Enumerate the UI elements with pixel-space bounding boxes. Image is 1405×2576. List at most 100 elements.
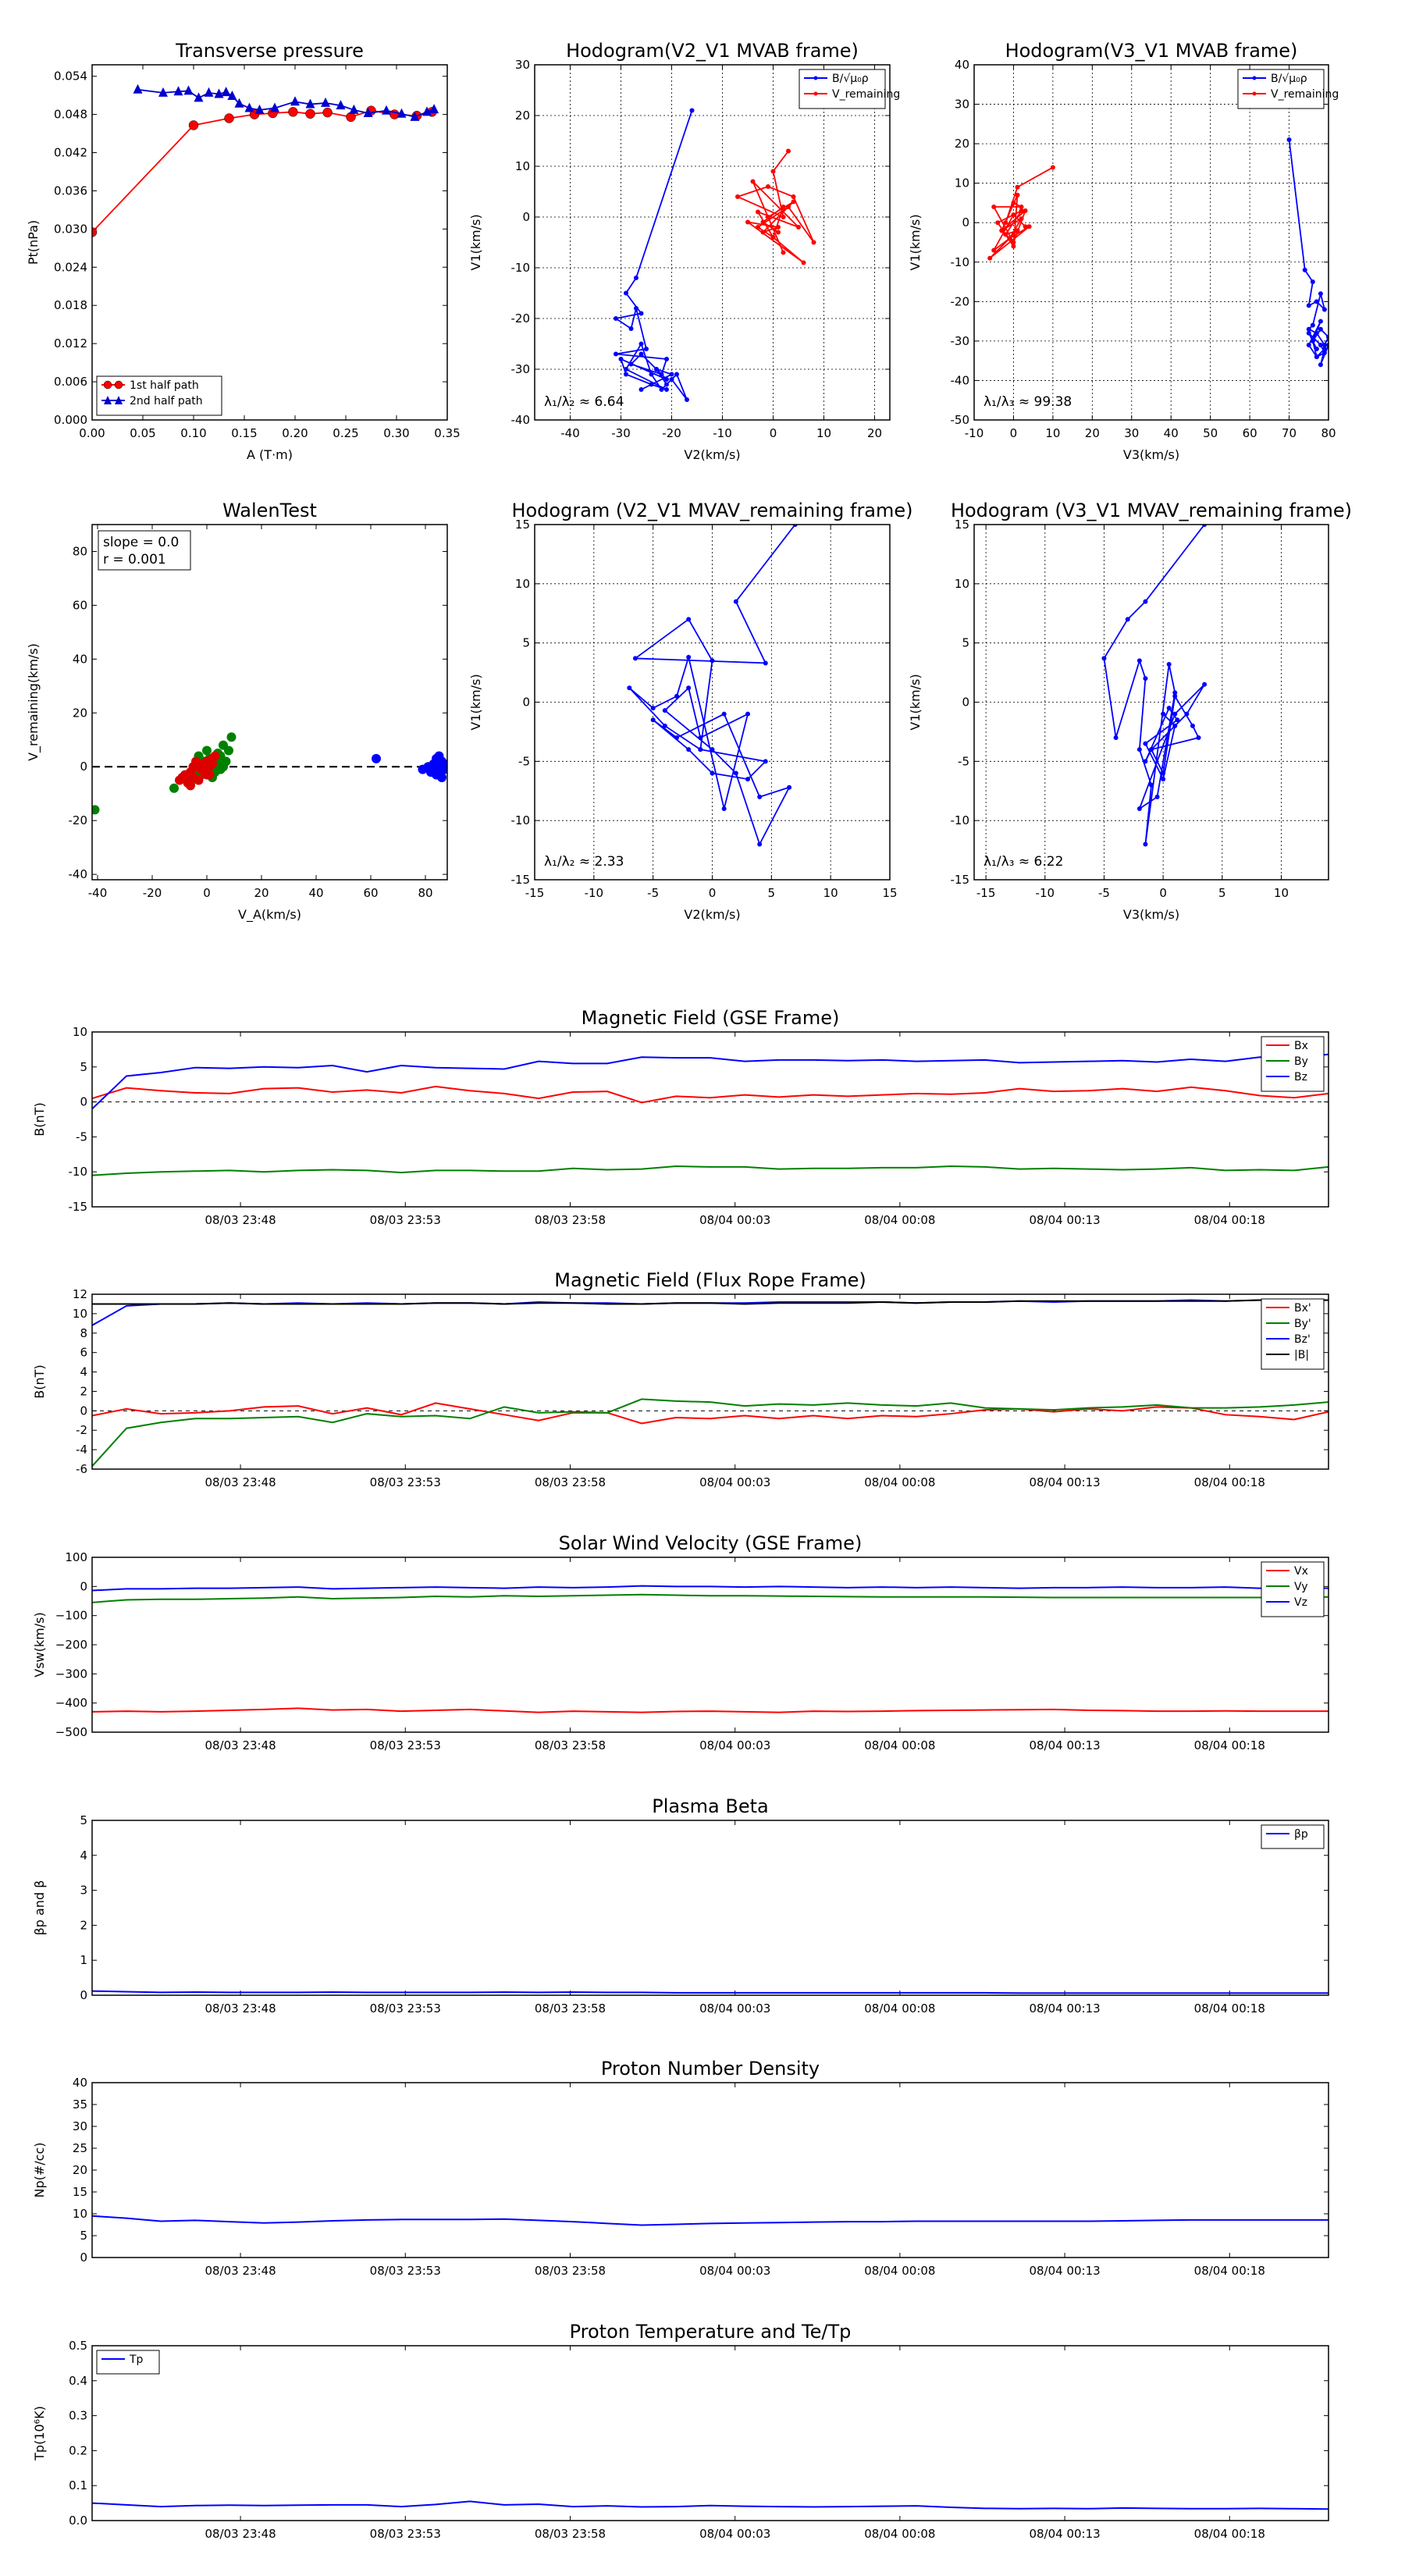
data-point [1318,318,1323,324]
legend-marker [813,91,818,96]
x-tick-label: 08/03 23:48 [205,2001,276,2016]
y-tick-label: 10 [73,2207,87,2221]
x-tick-label: 60 [1243,426,1257,440]
data-point [618,357,624,361]
data-point [439,759,447,769]
data-point [634,306,638,311]
x-tick-label: 08/03 23:53 [370,1213,441,1227]
y-tick-label: 1 [80,1953,87,1967]
x-tick-label: -20 [143,886,162,900]
x-tick-label: 08/03 23:53 [370,2264,441,2278]
series-Vy [92,1593,1329,1603]
data-point [1172,711,1178,717]
data-point [208,759,217,769]
data-point [290,96,300,106]
y-tick-label: 30 [73,2119,87,2133]
data-point [372,753,381,763]
x-tick-label: 10 [1045,426,1060,440]
x-tick-label: 08/04 00:13 [1029,1738,1100,1752]
data-point [204,87,214,97]
data-point [1310,279,1315,285]
x-tick-label: 80 [418,886,432,900]
y-tick-label: 0.0 [69,2514,87,2528]
data-point [750,179,756,184]
data-point [1161,711,1166,717]
data-point [632,656,638,661]
data-point [434,770,444,780]
data-point [999,228,1005,233]
data-point [1306,303,1311,308]
plot-area [92,732,447,815]
legend-label: B/√μ₀ρ [832,73,869,85]
data-point [638,351,644,357]
data-point [1003,220,1008,226]
legend-label: Vy [1294,1581,1308,1593]
data-point [214,88,224,98]
data-point [1310,338,1315,343]
y-tick-label: 0.018 [54,298,87,312]
y-tick-label: 0.1 [69,2478,87,2492]
data-point [1172,690,1178,696]
x-tick-label: 60 [363,886,378,900]
y-tick-label: 0.048 [54,108,87,122]
data-point [1019,208,1024,214]
data-point [757,841,763,847]
y-axis-label: V1(km/s) [908,674,923,730]
y-tick-label: -5 [76,1130,87,1144]
y-tick-label: 0 [80,1404,87,1418]
data-point [422,106,432,116]
y-tick-label: 8 [80,1326,87,1340]
data-point [1113,735,1119,740]
data-point [410,111,420,121]
x-tick-label: -10 [713,426,732,440]
data-point [169,783,179,793]
x-tick-label: 08/03 23:53 [370,2001,441,2016]
x-axis-label: V_A(km/s) [238,907,301,923]
chart-beta: Plasma Beta 0 1 2 3 4 5 08/03 23:48 08/03 23:53 0… [32,1795,1329,2016]
data-point [1175,717,1180,723]
data-point [770,235,776,240]
data-point [1149,782,1154,788]
x-tick-label: 08/04 00:08 [864,2527,935,2541]
x-tick-label: -40 [88,886,108,900]
plot-area [1101,525,1208,847]
series-line [92,1707,1329,1713]
chart-h21: Hodogram(V2_V1 MVAB frame) -40 -30 -20 -10 0 1… [468,40,900,462]
legend-marker [114,380,123,390]
data-point [781,205,786,209]
data-point [1050,165,1055,170]
data-point [686,617,692,622]
legend-label: By [1294,1055,1308,1068]
x-tick-label: 0.05 [130,426,155,440]
y-tick-label: 0.4 [69,2374,87,2388]
data-point [1314,347,1319,351]
data-point [221,756,231,767]
y-tick-label: 5 [80,1813,87,1827]
eigenvalue-ratio: λ₁/λ₂ ≈ 6.64 [544,394,624,410]
series-line [735,150,815,264]
x-tick-label: 08/04 00:18 [1194,2001,1265,2016]
data-point [624,290,628,296]
data-point [219,740,228,750]
legend-marker [115,396,123,404]
x-tick-label: 08/04 00:13 [1029,2527,1100,2541]
legend-label: Tp [129,2354,144,2366]
legend-label: 2nd half path [130,395,203,407]
chart-h31r: Hodogram (V3_V1 MVAV_remaining frame) -15… [908,500,1352,922]
plot-area [92,2215,1329,2226]
y-tick-label: 10 [515,159,530,173]
y-axis-label: Vsw(km/s) [32,1612,47,1677]
data-point [786,148,791,154]
chart-np: Proton Number Density 0 5 10 15 20 25 30 35 40 08/… [32,2058,1329,2278]
y-tick-label: 0 [80,2250,87,2265]
plot-frame [91,2345,1329,2521]
y-tick-label: 0.024 [54,260,87,274]
x-tick-label: 0.30 [383,426,409,440]
data-point [781,250,786,255]
data-point [649,372,654,377]
y-tick-label: −400 [55,1696,87,1710]
series-line [92,2500,1329,2510]
x-tick-label: 15 [882,886,897,900]
y-tick-label: -20 [511,311,531,326]
x-tick-label: 08/04 00:13 [1029,1475,1100,1489]
